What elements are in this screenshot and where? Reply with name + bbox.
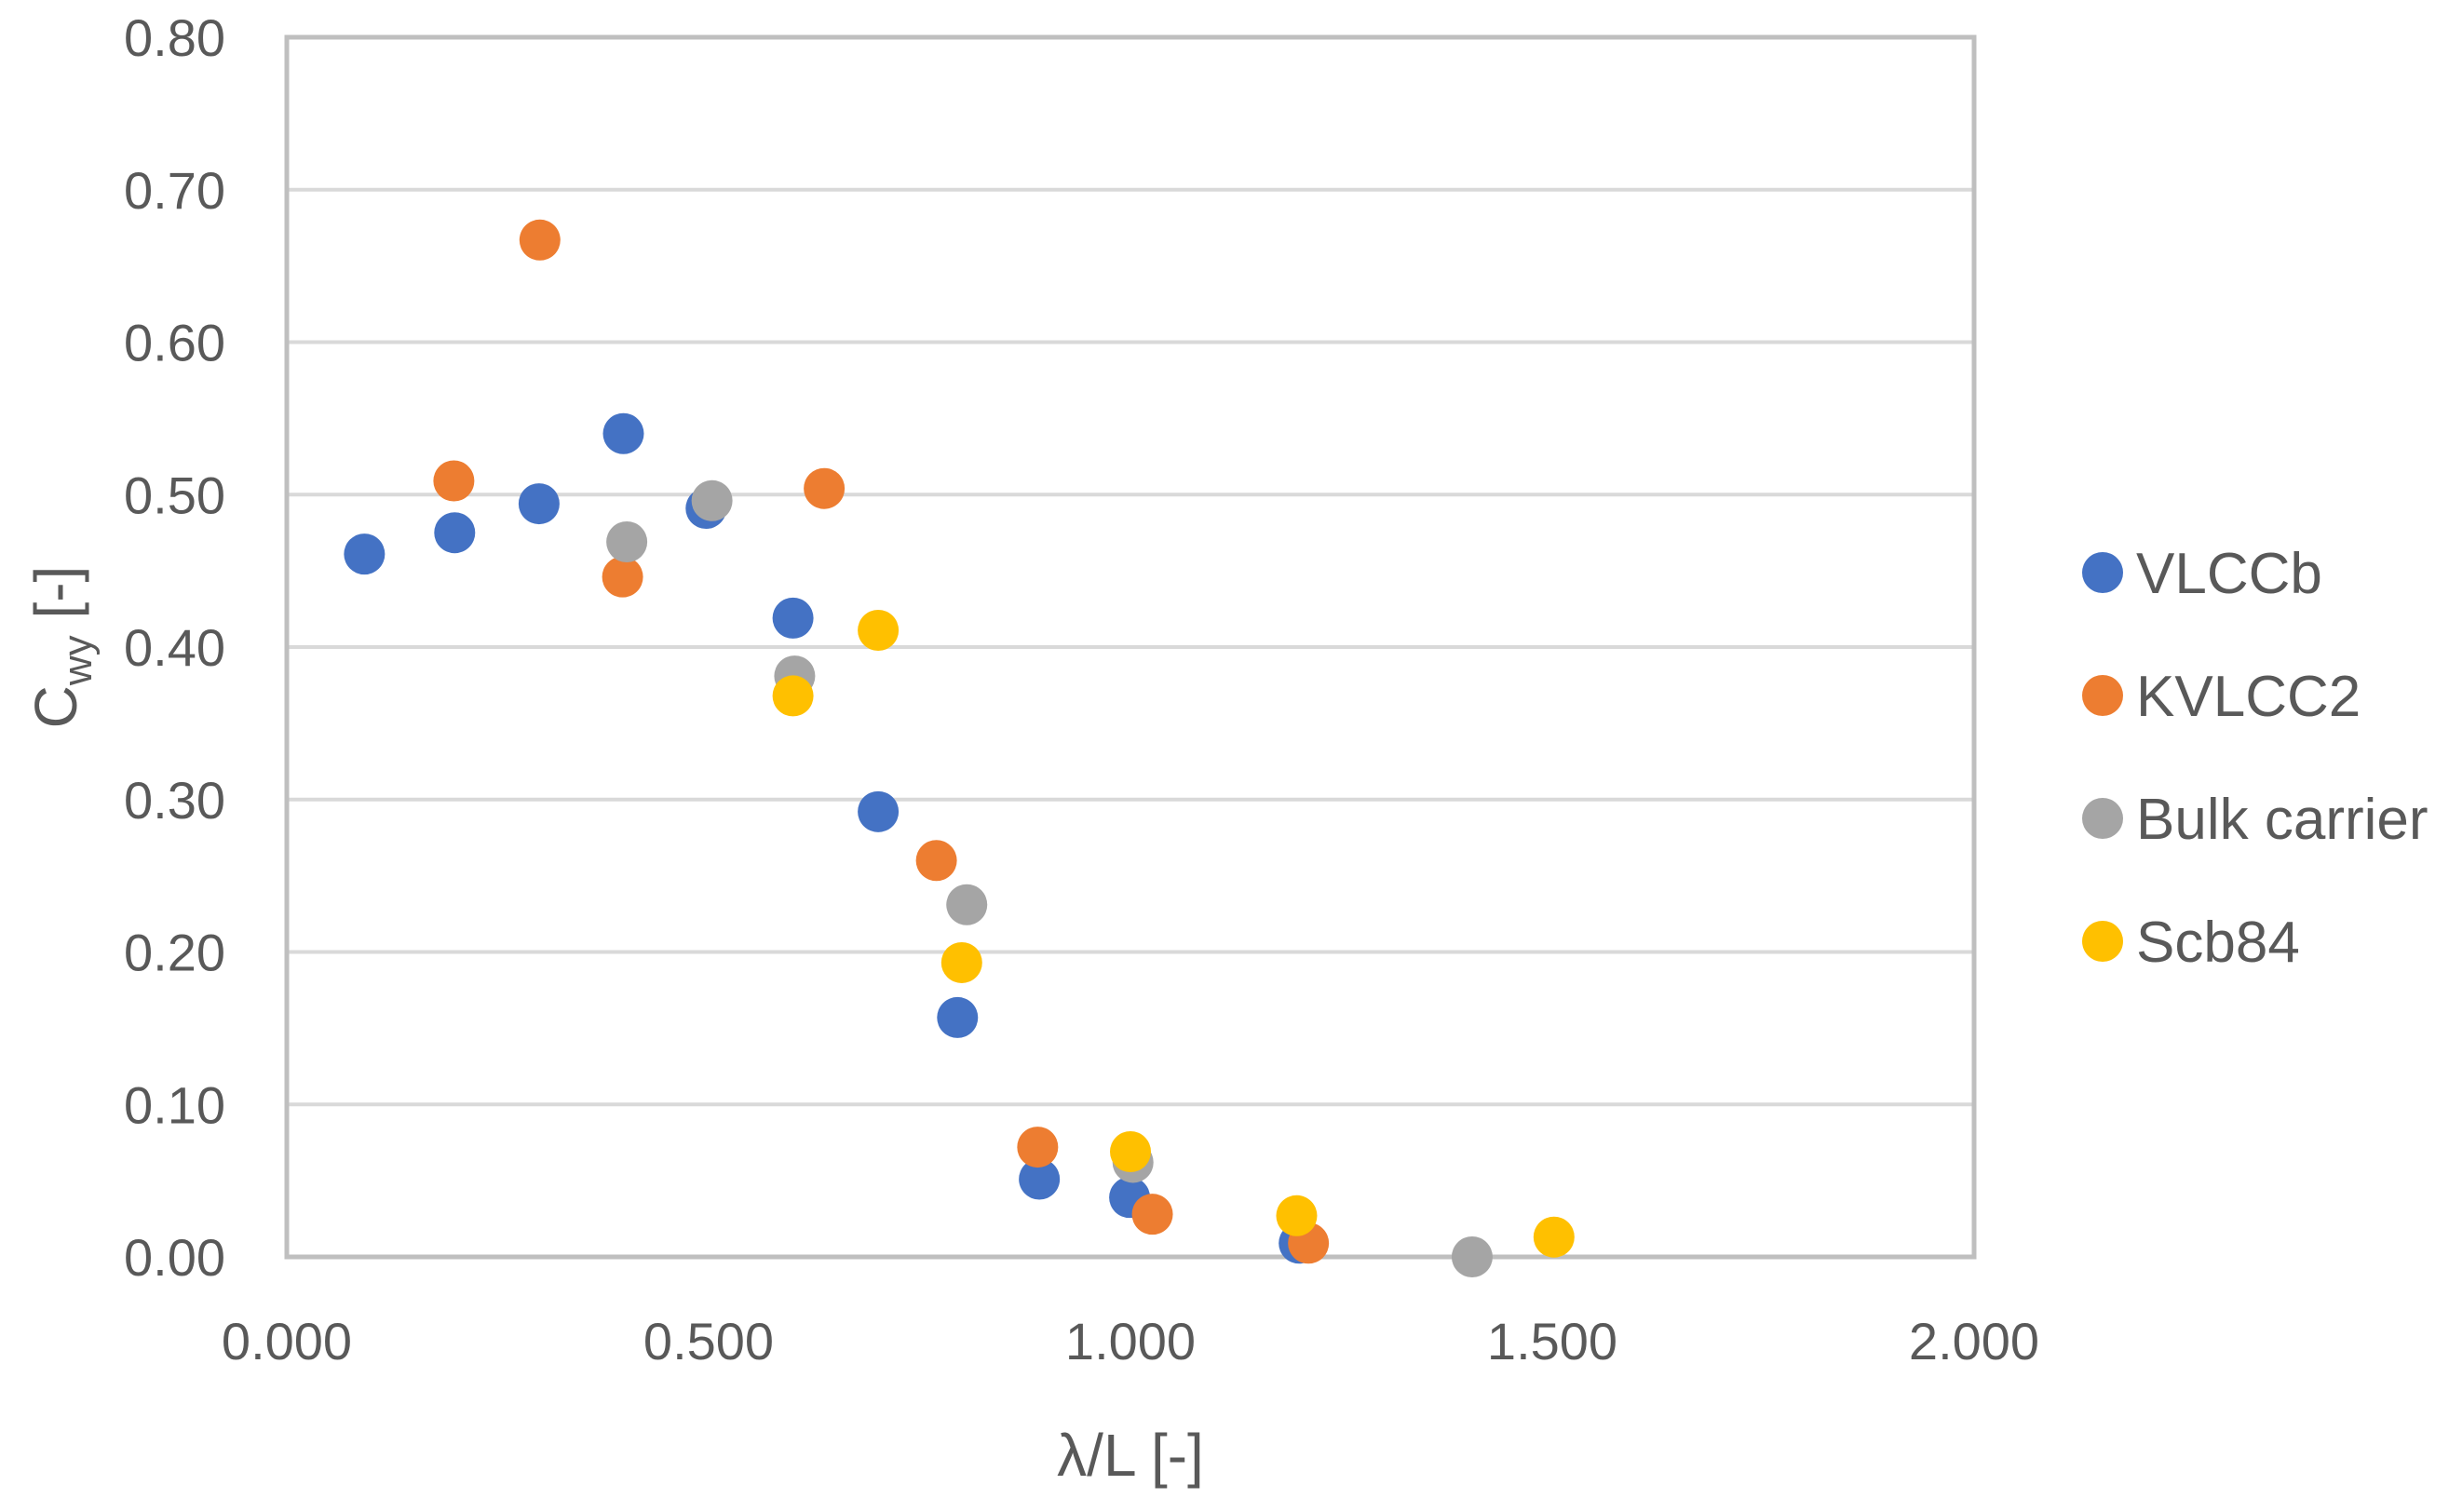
y-tick-label: 0.70 (124, 161, 225, 220)
y-tick-label: 0.60 (124, 314, 225, 372)
x-tick-label: 0.500 (643, 1312, 774, 1370)
legend-label: VLCCb (2136, 542, 2322, 606)
y-tick-label: 0.00 (124, 1228, 225, 1287)
x-tick-label: 1.500 (1487, 1312, 1617, 1370)
series-scb84 (772, 609, 1575, 1258)
data-point (519, 219, 561, 261)
data-point (1019, 1158, 1061, 1200)
x-tick-label: 2.000 (1909, 1312, 2039, 1370)
y-tick-label: 0.20 (124, 924, 225, 982)
legend-label: KVLCC2 (2136, 665, 2361, 729)
y-axis-ticks: 0.00 0.10 0.20 0.30 0.40 0.50 0.60 0.70 0.80 (124, 8, 225, 1287)
data-point (772, 597, 814, 639)
legend-marker (2082, 921, 2123, 962)
y-axis-title-subscript: wy (55, 635, 101, 686)
data-point (691, 479, 733, 521)
data-point (1276, 1195, 1318, 1236)
data-point (434, 512, 476, 554)
data-point (602, 412, 644, 454)
data-point (518, 483, 560, 525)
series-vlccb (344, 412, 1320, 1264)
y-tick-label: 0.40 (124, 618, 225, 677)
data-point (858, 609, 900, 651)
x-tick-label: 1.000 (1065, 1312, 1196, 1370)
y-axis-title-main: C (22, 685, 89, 728)
legend-marker (2082, 552, 2123, 593)
data-point (772, 675, 814, 717)
data-point (940, 941, 982, 983)
data-point (602, 556, 643, 598)
x-tick-label: 0.000 (222, 1312, 352, 1370)
data-point (1017, 1127, 1059, 1168)
data-point (1110, 1131, 1151, 1173)
y-tick-label: 0.30 (124, 771, 225, 830)
y-axis-title: Cwy [-] (22, 566, 101, 729)
data-point (946, 884, 988, 925)
y-tick-label: 0.80 (124, 8, 225, 67)
data-point (1131, 1194, 1173, 1235)
data-point (1451, 1236, 1493, 1277)
y-tick-label: 0.50 (124, 466, 225, 524)
legend: VLCCb KVLCC2 Bulk carrier Scb84 (2082, 542, 2429, 975)
y-axis-title-suffix: [-] (22, 566, 89, 636)
data-points (344, 219, 1575, 1277)
plot-area-border (284, 34, 1977, 1260)
data-point (606, 521, 648, 563)
legend-label: Bulk carrier (2136, 788, 2429, 852)
data-point (915, 840, 957, 882)
data-point (344, 533, 386, 575)
y-tick-label: 0.10 (124, 1075, 225, 1134)
data-point (433, 460, 475, 502)
legend-marker (2082, 675, 2123, 716)
legend-label: Scb84 (2136, 911, 2300, 975)
series-kvlcc2 (433, 219, 1330, 1264)
x-axis-ticks: 0.000 0.500 1.000 1.500 2.000 (222, 1312, 2039, 1370)
data-point (804, 467, 846, 509)
data-point (858, 790, 900, 832)
data-point (937, 996, 979, 1038)
legend-marker (2082, 798, 2123, 839)
data-point (1533, 1216, 1575, 1258)
x-axis-title: λ/L [-] (1057, 1422, 1204, 1489)
